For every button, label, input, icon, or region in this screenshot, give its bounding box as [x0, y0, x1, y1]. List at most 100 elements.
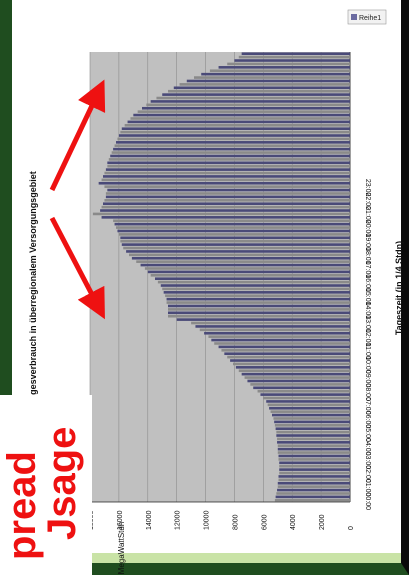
data-bar — [233, 362, 350, 366]
y-axis-label: MegaWattStdn — [117, 522, 126, 575]
data-bar — [110, 154, 350, 158]
data-bar — [195, 325, 350, 328]
data-bar — [107, 164, 350, 168]
data-bar — [260, 393, 350, 396]
data-bar — [98, 181, 351, 185]
data-bar — [273, 417, 350, 420]
data-bar — [107, 188, 350, 192]
data-bar — [126, 250, 350, 253]
x-tick-label: 03:00 — [364, 452, 371, 470]
data-bar — [275, 495, 350, 499]
y-tick-label: 14000 — [146, 510, 153, 530]
data-bar — [278, 475, 350, 478]
data-bar — [276, 492, 350, 495]
legend-label: Reihe1 — [359, 15, 381, 22]
data-bar — [234, 59, 350, 62]
data-bar — [168, 314, 350, 318]
data-bar — [121, 243, 351, 246]
data-bar — [165, 294, 350, 298]
data-bar — [257, 389, 350, 393]
data-bar — [123, 246, 350, 250]
data-bar — [124, 123, 351, 127]
data-bar — [168, 304, 350, 308]
data-bar — [244, 376, 350, 379]
x-tick-label: 17:00 — [364, 261, 371, 279]
data-bar — [120, 236, 350, 240]
data-bar — [113, 147, 350, 151]
data-bar — [241, 372, 350, 376]
data-bar — [146, 103, 350, 107]
data-bar — [274, 498, 350, 502]
data-bar — [277, 481, 350, 485]
data-bar — [133, 113, 350, 117]
data-bar — [204, 331, 350, 335]
data-bar — [150, 100, 350, 103]
data-bar — [278, 454, 350, 458]
data-bar — [263, 396, 350, 400]
data-bar — [129, 253, 350, 257]
data-bar — [120, 130, 350, 134]
data-bar — [137, 110, 350, 113]
data-bar — [211, 338, 350, 342]
data-bar — [279, 468, 350, 471]
data-bar — [269, 406, 350, 410]
data-bar — [238, 369, 350, 373]
data-bar — [214, 342, 350, 345]
data-bar — [105, 195, 350, 199]
data-bar — [107, 161, 350, 165]
x-axis-label: Tageszeit (in 1/4 Stdn) — [394, 241, 404, 335]
x-tick-label: 11:00 — [364, 343, 371, 360]
arrow-down-icon — [49, 216, 105, 320]
data-bar — [277, 488, 350, 492]
data-bar — [104, 198, 350, 202]
data-bar — [278, 458, 350, 461]
data-bar — [142, 106, 350, 110]
data-bar — [108, 158, 351, 161]
data-bar — [201, 72, 350, 76]
x-tick-label: 02:00 — [364, 465, 371, 483]
data-bar — [101, 178, 350, 182]
data-bar — [278, 478, 350, 482]
x-tick-label: 07:00 — [364, 397, 371, 415]
data-bar — [235, 366, 350, 369]
data-bar — [147, 270, 350, 274]
y-tick-label: 10000 — [204, 510, 211, 530]
data-bar — [118, 134, 350, 137]
data-bar — [114, 222, 350, 226]
x-tick-label: 10:00 — [364, 356, 371, 374]
data-bar — [162, 287, 350, 291]
legend: Reihe1 — [347, 9, 387, 25]
data-bar — [103, 202, 350, 206]
data-bar — [163, 291, 350, 294]
data-bar — [224, 352, 350, 356]
x-tick-label: 15:00 — [364, 288, 371, 306]
data-bar — [279, 461, 350, 465]
data-bar — [155, 277, 350, 281]
y-tick-label: 12000 — [175, 510, 182, 530]
data-bar — [186, 79, 350, 83]
data-bar — [274, 423, 350, 427]
x-tick-label: 21:00 — [364, 206, 371, 224]
data-bar — [100, 209, 350, 212]
data-bar — [270, 410, 350, 413]
data-bar — [92, 212, 350, 216]
overlay-word-bottom: Jsage — [40, 426, 84, 540]
data-bar — [277, 441, 350, 444]
data-bar — [105, 168, 350, 171]
data-bar — [218, 66, 350, 69]
data-bar — [227, 62, 350, 66]
x-tick-label: 23:00 — [364, 179, 371, 197]
data-bar — [250, 383, 350, 386]
x-tick-label: 16:00 — [364, 274, 371, 292]
data-bar — [160, 284, 350, 287]
data-bar — [274, 420, 350, 424]
data-bar — [272, 413, 350, 417]
data-bar — [120, 239, 350, 243]
y-tick-label: 0 — [348, 526, 355, 530]
data-bar — [238, 55, 350, 59]
data-bar — [116, 141, 350, 144]
data-bar — [140, 263, 350, 267]
y-tick-label: 4000 — [290, 514, 297, 530]
data-bar — [191, 321, 350, 325]
data-bar — [277, 485, 350, 488]
